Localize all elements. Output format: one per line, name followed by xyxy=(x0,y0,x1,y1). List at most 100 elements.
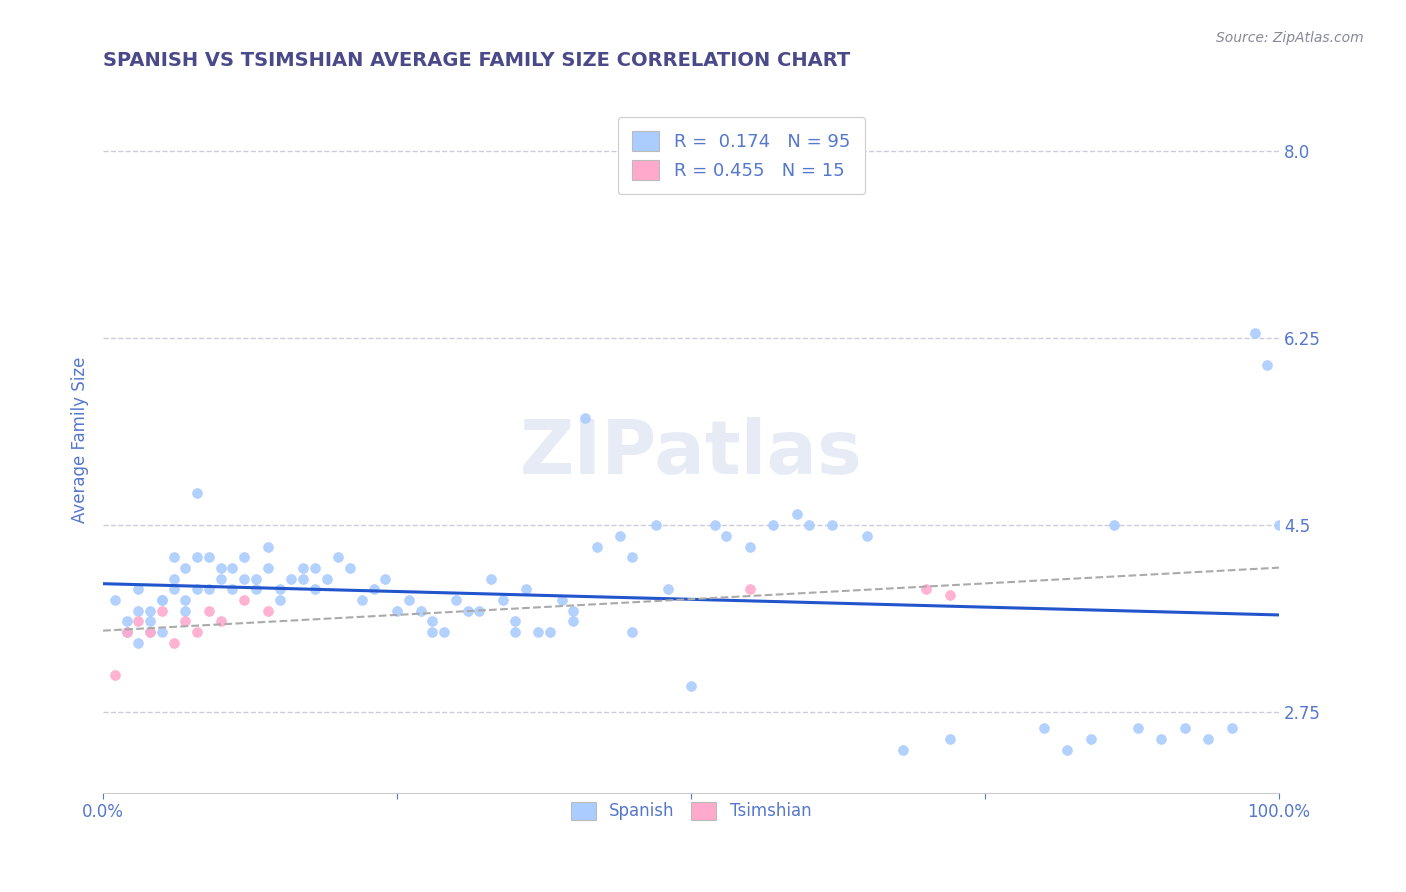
Point xyxy=(1268,518,1291,533)
Point xyxy=(221,561,243,575)
Point xyxy=(186,625,208,640)
Point xyxy=(363,582,385,597)
Point xyxy=(762,518,785,533)
Point xyxy=(115,625,138,640)
Point xyxy=(186,486,208,500)
Point xyxy=(209,561,232,575)
Point xyxy=(1126,722,1149,736)
Point xyxy=(821,518,844,533)
Point xyxy=(209,572,232,586)
Point xyxy=(1256,358,1278,372)
Point xyxy=(1080,732,1102,747)
Point xyxy=(221,582,243,597)
Point xyxy=(1032,722,1054,736)
Text: ZIPatlas: ZIPatlas xyxy=(520,417,862,491)
Legend: Spanish, Tsimshian: Spanish, Tsimshian xyxy=(558,789,824,834)
Point xyxy=(139,625,162,640)
Point xyxy=(150,625,173,640)
Point xyxy=(938,732,960,747)
Point xyxy=(422,615,444,629)
Point xyxy=(150,604,173,618)
Point xyxy=(328,550,350,565)
Point xyxy=(233,593,256,607)
Point xyxy=(1104,518,1126,533)
Point xyxy=(891,743,914,757)
Point xyxy=(657,582,679,597)
Point xyxy=(1197,732,1219,747)
Point xyxy=(139,615,162,629)
Point xyxy=(422,625,444,640)
Point xyxy=(139,625,162,640)
Point xyxy=(186,550,208,565)
Point xyxy=(339,561,361,575)
Point xyxy=(409,604,432,618)
Point xyxy=(163,572,186,586)
Point xyxy=(198,604,221,618)
Point xyxy=(479,572,502,586)
Point xyxy=(703,518,725,533)
Point xyxy=(127,615,149,629)
Point xyxy=(304,561,326,575)
Point xyxy=(163,582,186,597)
Point xyxy=(586,540,609,554)
Point xyxy=(104,593,127,607)
Point xyxy=(104,668,127,682)
Point xyxy=(233,572,256,586)
Point xyxy=(716,529,738,543)
Point xyxy=(515,582,537,597)
Point xyxy=(398,593,420,607)
Point xyxy=(163,636,186,650)
Point xyxy=(492,593,515,607)
Point xyxy=(574,411,596,425)
Point xyxy=(385,604,408,618)
Point xyxy=(127,636,149,650)
Point xyxy=(856,529,879,543)
Point xyxy=(468,604,491,618)
Point xyxy=(269,593,291,607)
Point xyxy=(621,625,644,640)
Point xyxy=(644,518,666,533)
Point xyxy=(256,604,278,618)
Point xyxy=(304,582,326,597)
Point xyxy=(551,593,574,607)
Point xyxy=(562,615,585,629)
Point xyxy=(256,561,278,575)
Point xyxy=(245,572,267,586)
Point xyxy=(292,561,315,575)
Point xyxy=(1174,722,1197,736)
Point xyxy=(350,593,373,607)
Point xyxy=(562,604,585,618)
Point xyxy=(256,540,278,554)
Point xyxy=(127,582,149,597)
Point xyxy=(433,625,456,640)
Point xyxy=(786,508,808,522)
Point xyxy=(621,550,644,565)
Point xyxy=(503,615,526,629)
Text: Source: ZipAtlas.com: Source: ZipAtlas.com xyxy=(1216,31,1364,45)
Point xyxy=(503,625,526,640)
Point xyxy=(738,582,761,597)
Point xyxy=(174,604,197,618)
Point xyxy=(292,572,315,586)
Point xyxy=(186,582,208,597)
Point xyxy=(269,582,291,597)
Point xyxy=(457,604,479,618)
Point xyxy=(150,593,173,607)
Point xyxy=(174,593,197,607)
Point xyxy=(527,625,550,640)
Point xyxy=(209,615,232,629)
Point xyxy=(609,529,631,543)
Point xyxy=(915,582,938,597)
Point xyxy=(679,679,702,693)
Point xyxy=(1220,722,1243,736)
Point xyxy=(374,572,396,586)
Point xyxy=(139,604,162,618)
Text: SPANISH VS TSIMSHIAN AVERAGE FAMILY SIZE CORRELATION CHART: SPANISH VS TSIMSHIAN AVERAGE FAMILY SIZE… xyxy=(103,51,851,70)
Y-axis label: Average Family Size: Average Family Size xyxy=(72,357,89,523)
Point xyxy=(280,572,302,586)
Point xyxy=(1056,743,1078,757)
Point xyxy=(127,604,149,618)
Point xyxy=(315,572,337,586)
Point xyxy=(1150,732,1173,747)
Point xyxy=(245,582,267,597)
